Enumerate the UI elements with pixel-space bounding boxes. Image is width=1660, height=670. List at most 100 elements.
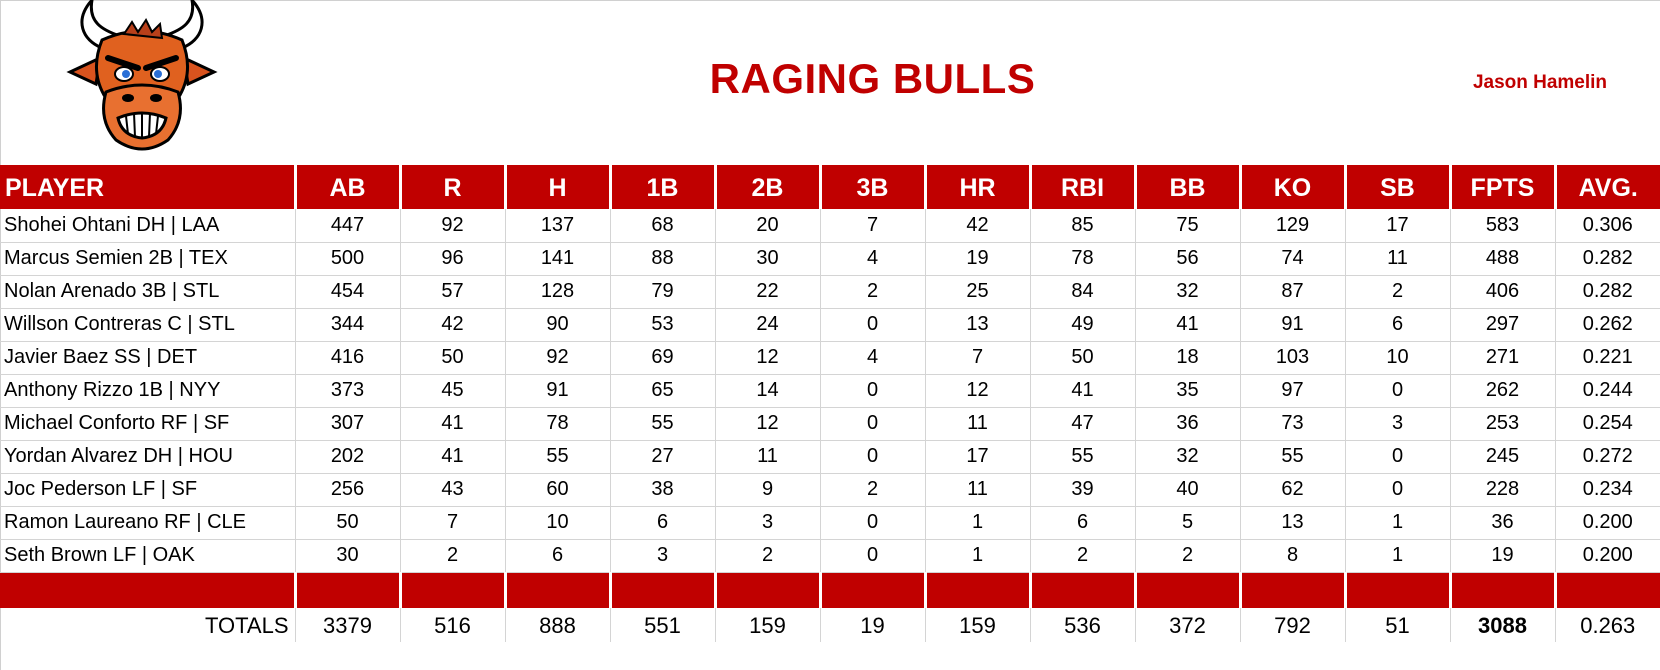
stat-cell-hr: 11 bbox=[925, 473, 1031, 507]
stat-cell-ko: 62 bbox=[1240, 473, 1346, 507]
stat-cell-sb: 1 bbox=[1345, 539, 1451, 573]
stat-cell-bb: 32 bbox=[1135, 275, 1241, 309]
stat-cell-hr: 11 bbox=[925, 407, 1031, 441]
stat-cell-ko: 73 bbox=[1240, 407, 1346, 441]
table-row: Seth Brown LF | OAK 30 2 6 3 2 0 1 2 2 8 1 19 0.200 bbox=[0, 539, 1660, 573]
stat-cell-r: 41 bbox=[400, 407, 506, 441]
column-header-hr: HR bbox=[925, 165, 1032, 209]
stat-cell-r: 45 bbox=[400, 374, 506, 408]
stat-cell-rbi: 55 bbox=[1030, 440, 1136, 474]
stat-cell-3b: 0 bbox=[820, 407, 926, 441]
stat-cell-h: 60 bbox=[505, 473, 611, 507]
stat-cell-2b: 30 bbox=[715, 242, 821, 276]
separator-cell bbox=[295, 572, 402, 608]
player-name: Michael Conforto RF | SF bbox=[0, 407, 296, 441]
separator-cell bbox=[505, 572, 612, 608]
stat-cell-1b: 6 bbox=[610, 506, 716, 540]
stat-cell-rbi: 85 bbox=[1030, 209, 1136, 243]
stat-cell-sb: 1 bbox=[1345, 506, 1451, 540]
stat-cell-hr: 13 bbox=[925, 308, 1031, 342]
stat-cell-ko: 129 bbox=[1240, 209, 1346, 243]
stat-cell-ab: 344 bbox=[295, 308, 401, 342]
column-header-r: R bbox=[400, 165, 507, 209]
stat-cell-sb: 0 bbox=[1345, 473, 1451, 507]
stat-cell-fpts: 253 bbox=[1450, 407, 1556, 441]
separator-row bbox=[0, 572, 1660, 608]
stat-cell-avg: 0.282 bbox=[1555, 275, 1660, 309]
stat-cell-bb: 41 bbox=[1135, 308, 1241, 342]
stat-cell-r: 92 bbox=[400, 209, 506, 243]
separator-cell bbox=[610, 572, 717, 608]
stat-cell-ko: 91 bbox=[1240, 308, 1346, 342]
stat-cell-1b: 53 bbox=[610, 308, 716, 342]
totals-label: TOTALS bbox=[0, 608, 296, 642]
total-cell-r: 516 bbox=[400, 608, 506, 642]
stat-cell-2b: 14 bbox=[715, 374, 821, 408]
stat-cell-ab: 307 bbox=[295, 407, 401, 441]
stat-cell-1b: 27 bbox=[610, 440, 716, 474]
stat-cell-1b: 55 bbox=[610, 407, 716, 441]
total-cell-1b: 551 bbox=[610, 608, 716, 642]
total-cell-fpts: 3088 bbox=[1450, 608, 1556, 642]
table-row: Ramon Laureano RF | CLE 50 7 10 6 3 0 1 6 5 13 1 36 0… bbox=[0, 506, 1660, 540]
stat-cell-h: 90 bbox=[505, 308, 611, 342]
stat-cell-sb: 17 bbox=[1345, 209, 1451, 243]
stat-cell-rbi: 39 bbox=[1030, 473, 1136, 507]
stat-cell-h: 141 bbox=[505, 242, 611, 276]
stat-cell-3b: 0 bbox=[820, 308, 926, 342]
player-name: Willson Contreras C | STL bbox=[0, 308, 296, 342]
stat-cell-1b: 69 bbox=[610, 341, 716, 375]
stat-cell-2b: 2 bbox=[715, 539, 821, 573]
player-name: Javier Baez SS | DET bbox=[0, 341, 296, 375]
owner-name: Jason Hamelin bbox=[1472, 72, 1608, 93]
stat-cell-fpts: 228 bbox=[1450, 473, 1556, 507]
stat-cell-fpts: 488 bbox=[1450, 242, 1556, 276]
column-header-player: PLAYER bbox=[0, 165, 297, 209]
stat-cell-3b: 0 bbox=[820, 440, 926, 474]
stat-cell-ko: 8 bbox=[1240, 539, 1346, 573]
stat-cell-ko: 97 bbox=[1240, 374, 1346, 408]
stat-cell-rbi: 78 bbox=[1030, 242, 1136, 276]
stat-cell-r: 50 bbox=[400, 341, 506, 375]
table-row: Marcus Semien 2B | TEX 500 96 141 88 30 4 19 78 5… bbox=[0, 242, 1660, 276]
stat-cell-r: 7 bbox=[400, 506, 506, 540]
stat-cell-h: 128 bbox=[505, 275, 611, 309]
stat-cell-avg: 0.234 bbox=[1555, 473, 1660, 507]
separator-cell bbox=[1450, 572, 1557, 608]
player-name: Yordan Alvarez DH | HOU bbox=[0, 440, 296, 474]
stat-cell-avg: 0.221 bbox=[1555, 341, 1660, 375]
total-cell-bb: 372 bbox=[1135, 608, 1241, 642]
stat-cell-3b: 0 bbox=[820, 539, 926, 573]
totals-row: TOTALS 3379 516 888 551 159 19 159 536 372 792 51 30… bbox=[0, 608, 1660, 642]
stat-cell-hr: 42 bbox=[925, 209, 1031, 243]
column-header-sb: SB bbox=[1345, 165, 1452, 209]
stat-cell-avg: 0.282 bbox=[1555, 242, 1660, 276]
stat-cell-r: 42 bbox=[400, 308, 506, 342]
stat-cell-3b: 2 bbox=[820, 473, 926, 507]
stat-cell-h: 91 bbox=[505, 374, 611, 408]
stat-cell-hr: 1 bbox=[925, 539, 1031, 573]
stat-cell-hr: 1 bbox=[925, 506, 1031, 540]
separator-cell bbox=[0, 572, 297, 608]
stat-cell-sb: 10 bbox=[1345, 341, 1451, 375]
player-name: Seth Brown LF | OAK bbox=[0, 539, 296, 573]
table-row: Michael Conforto RF | SF 307 41 78 55 12 0 11 47… bbox=[0, 407, 1660, 441]
stat-cell-1b: 88 bbox=[610, 242, 716, 276]
stat-cell-sb: 0 bbox=[1345, 374, 1451, 408]
stat-cell-avg: 0.244 bbox=[1555, 374, 1660, 408]
stat-cell-1b: 3 bbox=[610, 539, 716, 573]
total-cell-sb: 51 bbox=[1345, 608, 1451, 642]
column-header-3b: 3B bbox=[820, 165, 927, 209]
total-cell-h: 888 bbox=[505, 608, 611, 642]
stat-cell-ab: 256 bbox=[295, 473, 401, 507]
stat-cell-rbi: 49 bbox=[1030, 308, 1136, 342]
stat-cell-ko: 55 bbox=[1240, 440, 1346, 474]
column-header-1b: 1B bbox=[610, 165, 717, 209]
table-row: Shohei Ohtani DH | LAA 447 92 137 68 20 7 42 85 7… bbox=[0, 209, 1660, 243]
stat-cell-fpts: 406 bbox=[1450, 275, 1556, 309]
stat-cell-fpts: 583 bbox=[1450, 209, 1556, 243]
stat-cell-ab: 454 bbox=[295, 275, 401, 309]
stat-cell-rbi: 6 bbox=[1030, 506, 1136, 540]
stat-cell-fpts: 36 bbox=[1450, 506, 1556, 540]
separator-cell bbox=[1135, 572, 1242, 608]
